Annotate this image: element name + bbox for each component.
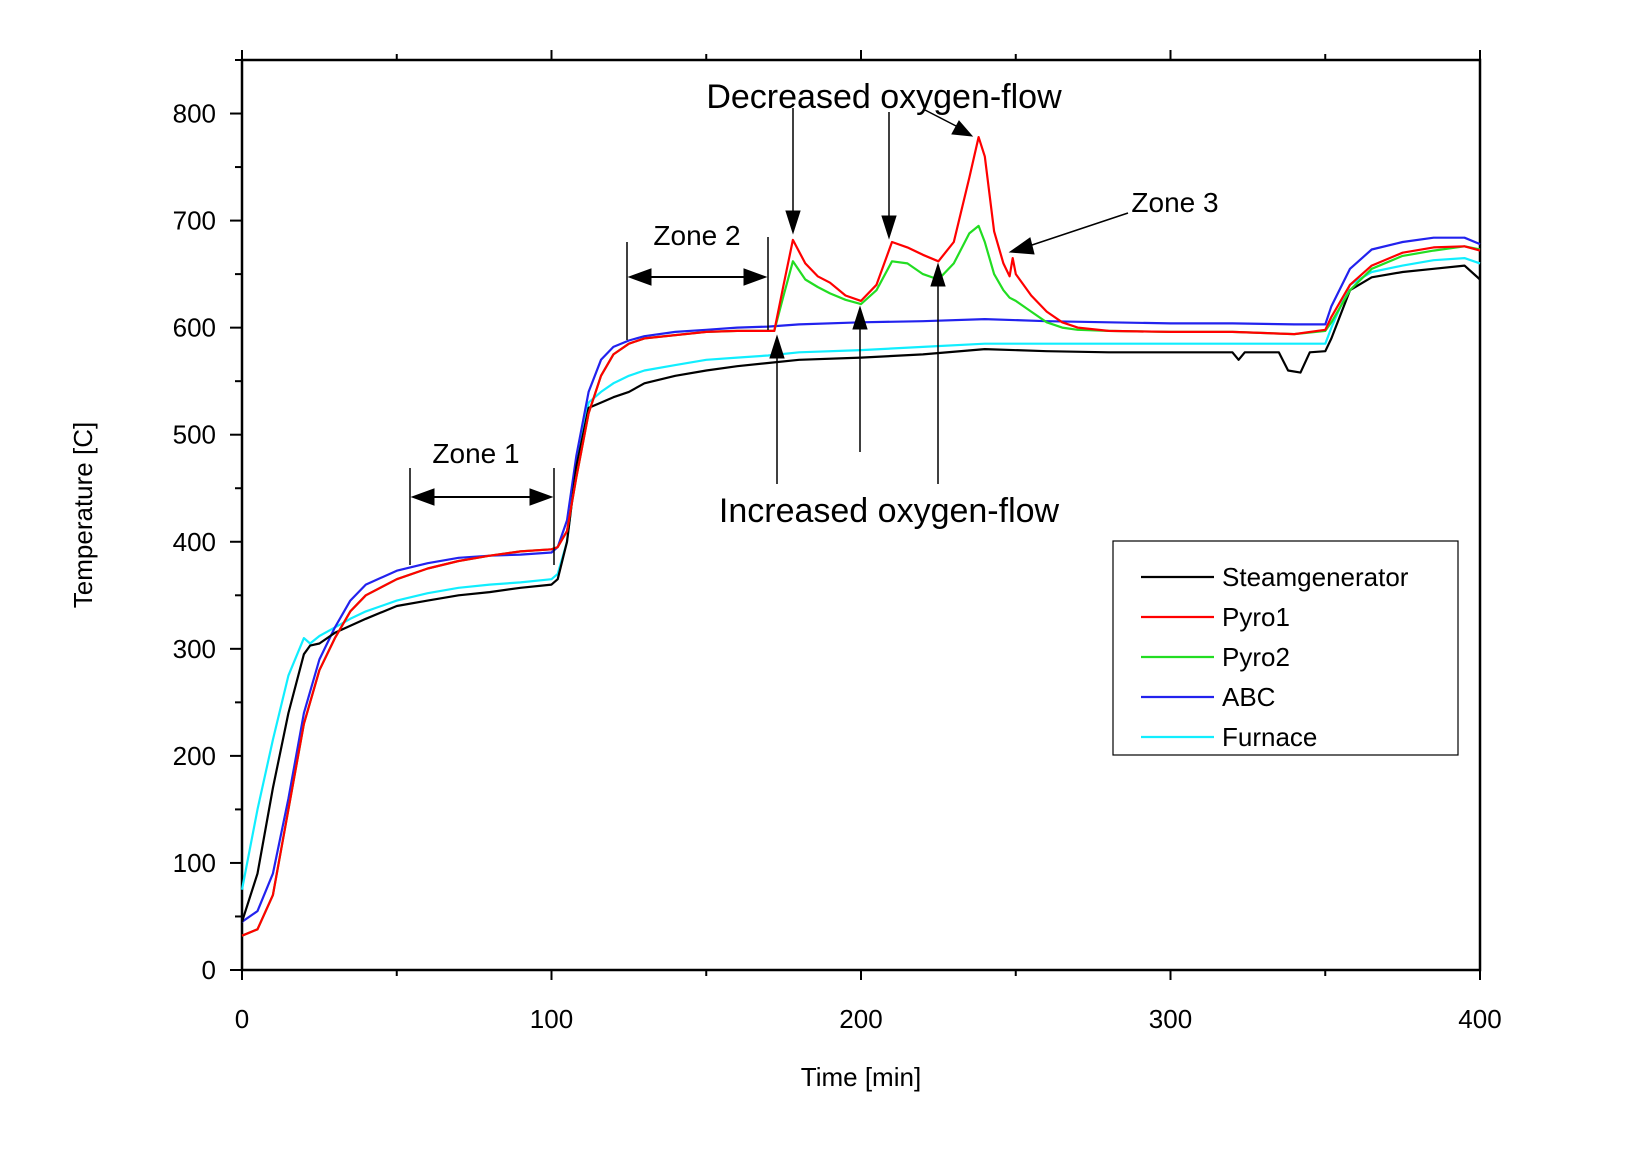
legend-label: Steamgenerator	[1222, 562, 1409, 592]
y-tick-label: 0	[202, 955, 216, 985]
y-axis-title: Temperature [C]	[68, 422, 98, 608]
series-line-steamgenerator	[240, 264, 1481, 923]
zone2-label: Zone 2	[653, 220, 740, 251]
y-tick-label: 600	[173, 313, 216, 343]
y-tick-label: 200	[173, 741, 216, 771]
annotations	[409, 108, 1129, 565]
x-axis-title: Time [min]	[801, 1062, 921, 1092]
y-tick-label: 500	[173, 420, 216, 450]
legend-label: Pyro1	[1222, 602, 1290, 632]
series-line-abc	[241, 236, 1481, 923]
decreased-arrowhead-1	[785, 210, 801, 235]
zone2-arrowhead-left	[627, 268, 652, 286]
zone2-arrowhead-right	[743, 268, 768, 286]
x-tick-label: 0	[235, 1004, 249, 1034]
y-axis-ticks: 0 100 200 300 400 500 600 700 800	[173, 59, 242, 985]
x-axis-ticks: 0 100 200 300 400	[235, 50, 1502, 1034]
legend-label: ABC	[1222, 682, 1275, 712]
series-line-pyro1	[241, 136, 1481, 937]
increased-arrowhead-3	[930, 262, 946, 287]
y-tick-label: 300	[173, 634, 216, 664]
y-tick-label: 100	[173, 848, 216, 878]
zone1-label: Zone 1	[432, 438, 519, 469]
x-tick-label: 100	[530, 1004, 573, 1034]
zone3-arrowhead	[1008, 237, 1035, 255]
decreased-oxygen-flow-label: Decreased oxygen-flow	[706, 78, 1062, 116]
x-tick-label: 300	[1149, 1004, 1192, 1034]
x-tick-label: 400	[1458, 1004, 1501, 1034]
y-tick-label: 700	[173, 206, 216, 236]
legend-label: Pyro2	[1222, 642, 1290, 672]
legend: Steamgenerator Pyro1 Pyro2 ABC Furnace	[1112, 540, 1459, 756]
decreased-arrowhead-2	[881, 215, 897, 240]
increased-arrowhead-1	[769, 334, 785, 359]
legend-label: Furnace	[1222, 722, 1317, 752]
decreased-arrowhead-3	[951, 120, 974, 137]
zone1-arrowhead-right	[529, 488, 554, 506]
series-line-furnace	[240, 257, 1481, 890]
y-tick-label: 400	[173, 527, 216, 557]
increased-arrowhead-2	[852, 305, 868, 330]
series-lines	[240, 136, 1481, 937]
decreased-arrow-3	[924, 109, 959, 128]
zone1-arrowhead-left	[410, 488, 435, 506]
y-tick-label: 800	[173, 99, 216, 129]
increased-oxygen-flow-label: Increased oxygen-flow	[719, 492, 1060, 530]
x-tick-label: 200	[839, 1004, 882, 1034]
zone3-pointer	[1025, 212, 1129, 248]
zone3-label: Zone 3	[1131, 187, 1218, 218]
